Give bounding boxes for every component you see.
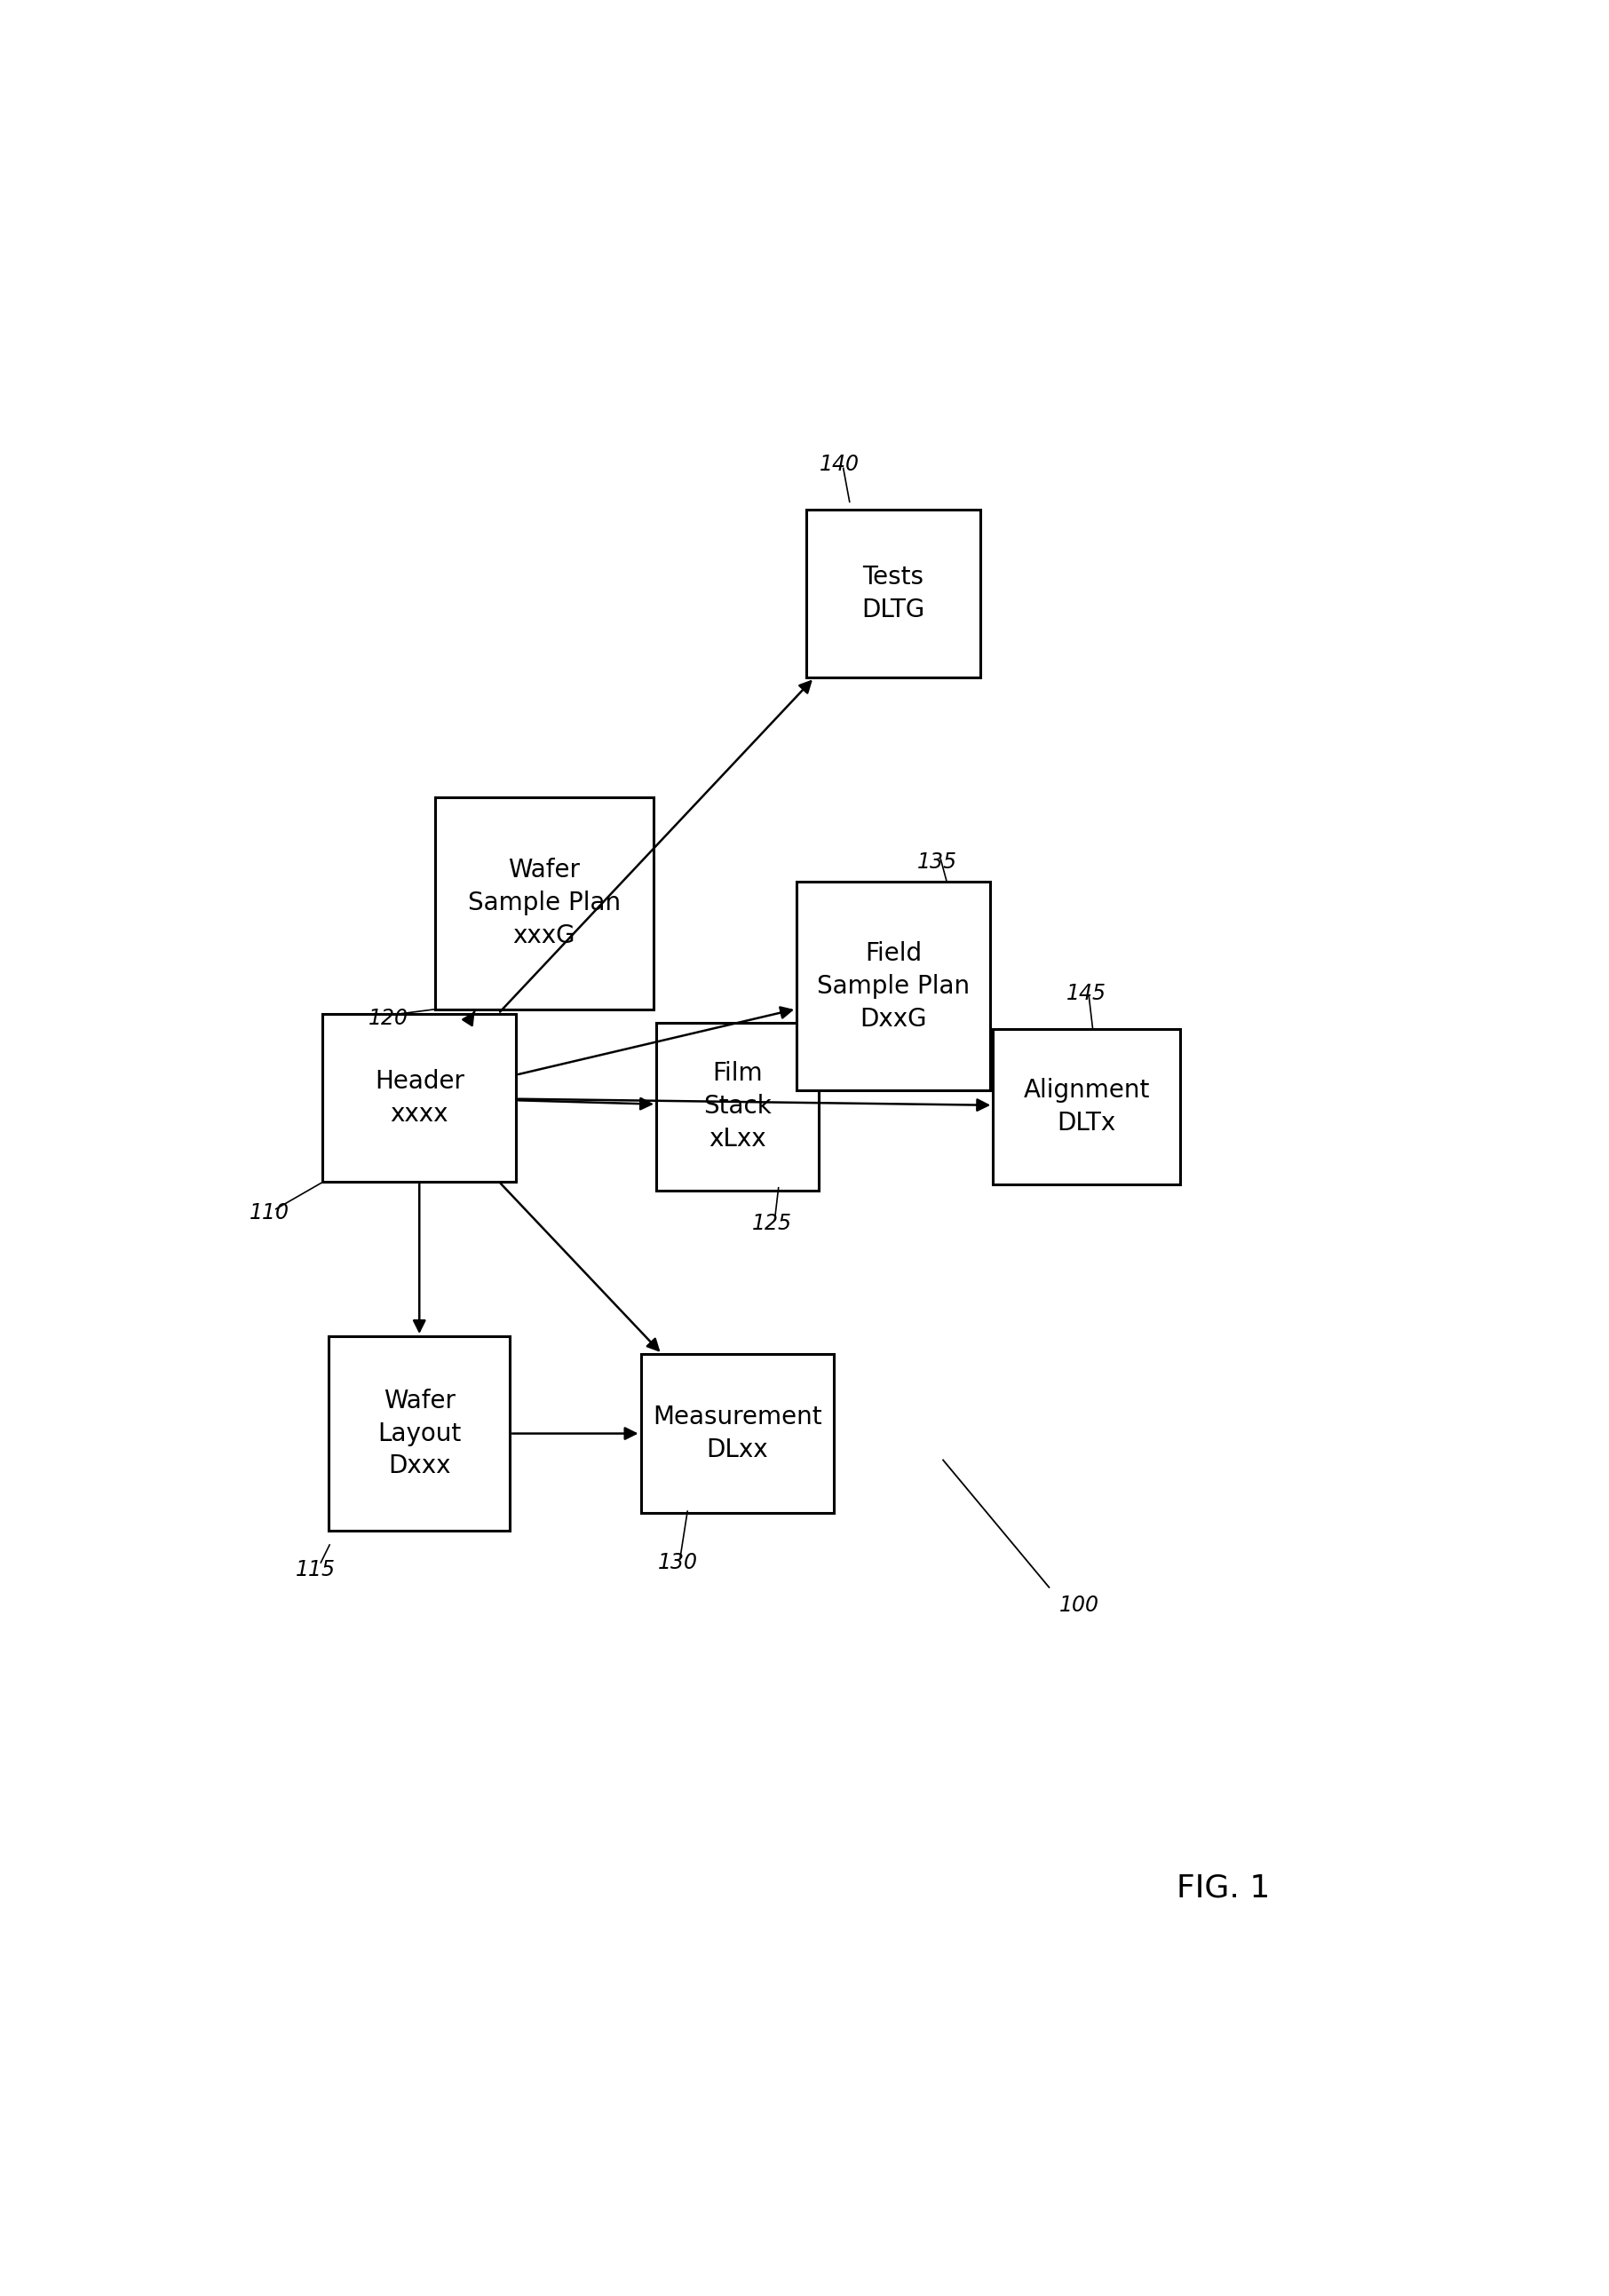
Bar	[640, 1355, 833, 1513]
Text: Alignment
DLTx: Alignment DLTx	[1023, 1077, 1150, 1134]
Bar	[328, 1336, 510, 1531]
Text: 130: 130	[658, 1552, 697, 1573]
Bar	[796, 882, 990, 1091]
Text: Wafer
Layout
Dxxx: Wafer Layout Dxxx	[378, 1389, 462, 1479]
Text: 120: 120	[368, 1008, 409, 1029]
Text: Header
xxxx: Header xxxx	[375, 1070, 463, 1127]
Text: 115: 115	[296, 1559, 336, 1580]
Bar	[323, 1013, 516, 1182]
Text: Measurement
DLxx: Measurement DLxx	[653, 1405, 822, 1463]
Text: Wafer
Sample Plan
xxxG: Wafer Sample Plan xxxG	[468, 859, 621, 948]
Text: Field
Sample Plan
DxxG: Field Sample Plan DxxG	[817, 941, 970, 1031]
Text: 125: 125	[753, 1212, 792, 1233]
Bar	[434, 797, 653, 1010]
Text: Tests
DLTG: Tests DLTG	[861, 565, 925, 622]
Bar	[656, 1022, 819, 1189]
Text: 140: 140	[819, 455, 859, 475]
Text: 100: 100	[1059, 1593, 1099, 1616]
Text: 110: 110	[249, 1201, 290, 1224]
Text: 135: 135	[917, 852, 957, 872]
Text: FIG. 1: FIG. 1	[1176, 1874, 1271, 1903]
Bar	[993, 1029, 1179, 1185]
Text: Film
Stack
xLxx: Film Stack xLxx	[703, 1061, 771, 1153]
Text: 145: 145	[1067, 983, 1107, 1003]
Bar	[806, 510, 980, 677]
